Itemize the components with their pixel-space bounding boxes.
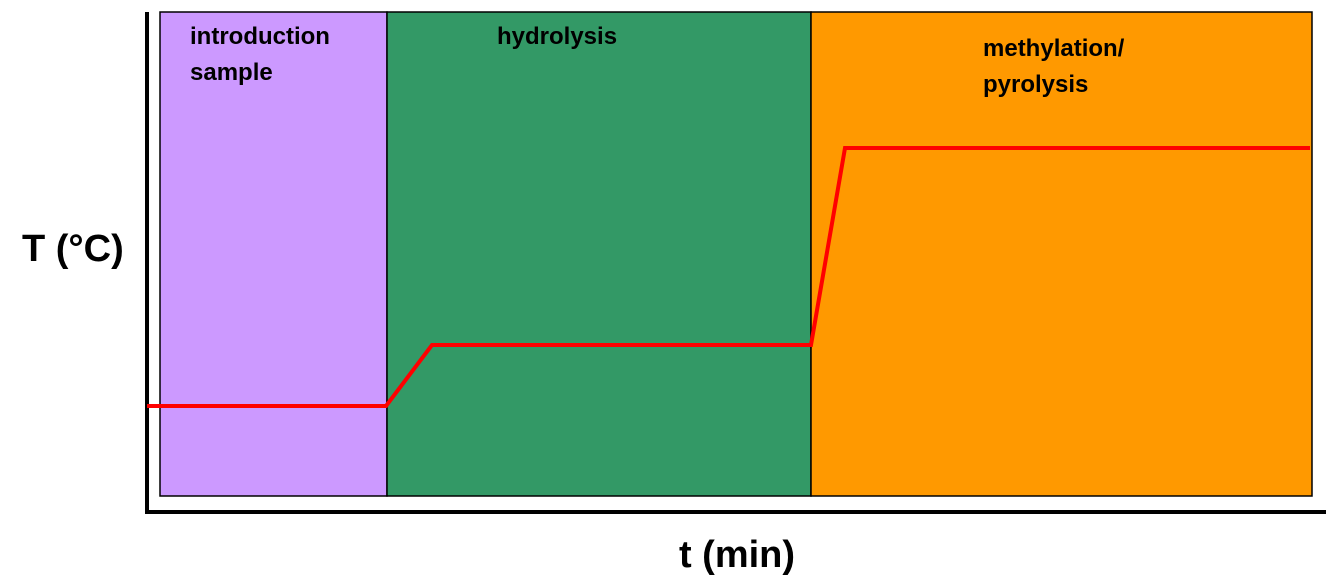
phase-introduction — [159, 11, 388, 497]
phase-hydrolysis — [386, 11, 812, 497]
phase-pyrolysis — [810, 11, 1313, 497]
phase-label: hydrolysis — [497, 23, 617, 50]
phase-label: introduction — [190, 23, 330, 50]
x-axis-label: t (min) — [679, 534, 795, 576]
temperature-profile — [147, 146, 1310, 408]
y-axis-label: T (°C) — [22, 228, 124, 270]
phase-label: methylation/ — [983, 35, 1125, 62]
phase-label: pyrolysis — [983, 71, 1088, 98]
phase-label: sample — [190, 59, 273, 86]
